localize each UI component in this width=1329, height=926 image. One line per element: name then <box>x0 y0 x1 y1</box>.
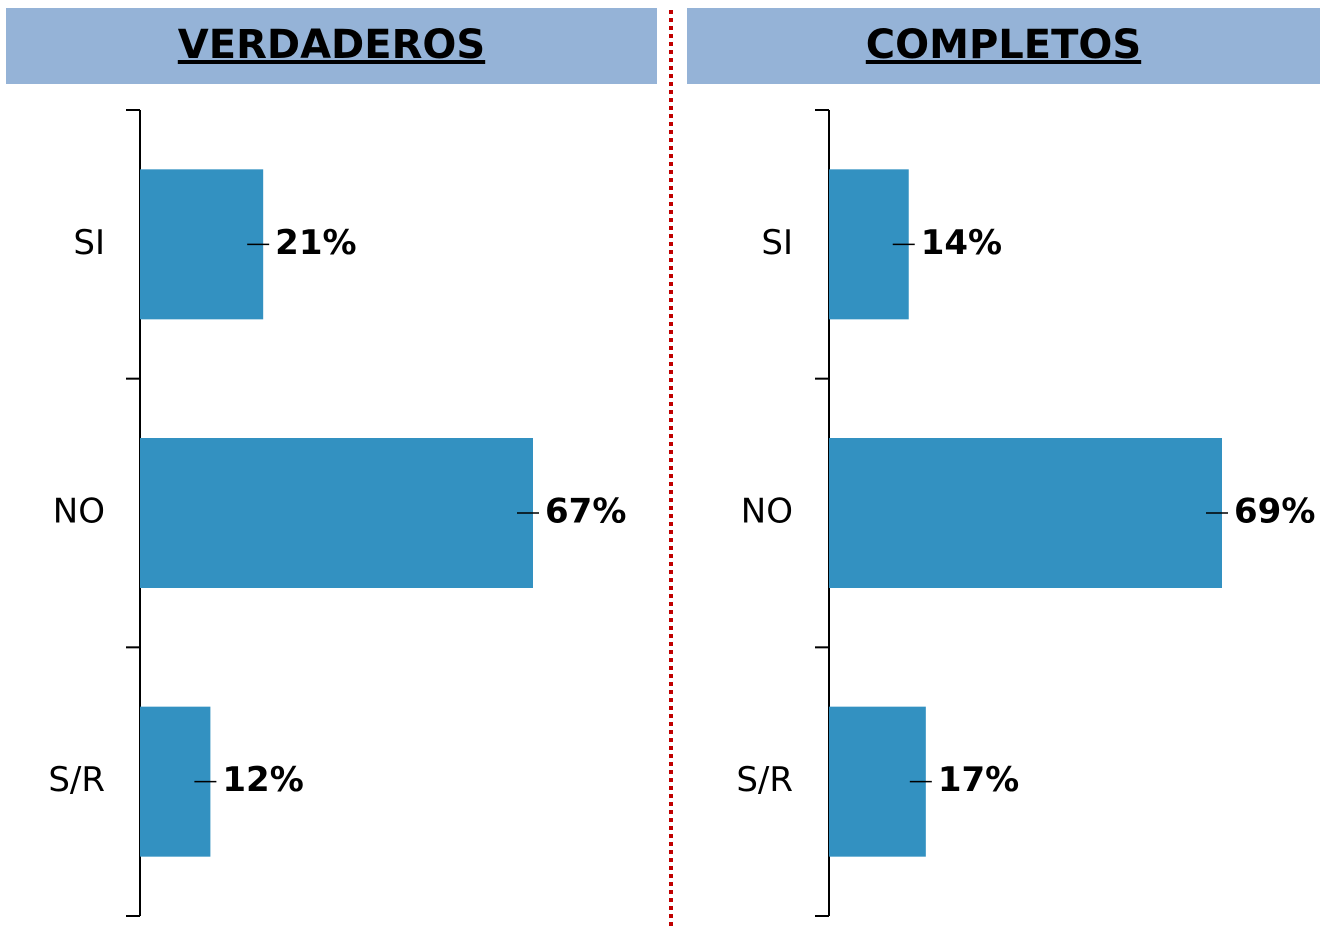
value-label: 69% <box>1234 492 1315 532</box>
bar <box>140 169 264 320</box>
header <box>6 8 657 84</box>
category-label: S/R <box>48 760 105 800</box>
category-label: S/R <box>736 760 793 800</box>
category-label: SI <box>761 223 793 263</box>
value-label: 67% <box>545 492 626 532</box>
value-label: 14% <box>921 223 1002 263</box>
category-label: NO <box>53 492 105 532</box>
category-label: SI <box>73 223 105 263</box>
header <box>687 8 1320 84</box>
bar <box>829 438 1222 588</box>
bar <box>829 706 926 857</box>
value-label: 21% <box>275 223 356 263</box>
value-label: 12% <box>222 760 303 800</box>
category-label: NO <box>741 492 793 532</box>
value-label: 17% <box>938 760 1019 800</box>
chart-title: VERDADEROS <box>178 22 485 68</box>
bar <box>140 438 533 588</box>
chart-title: COMPLETOS <box>866 22 1141 68</box>
